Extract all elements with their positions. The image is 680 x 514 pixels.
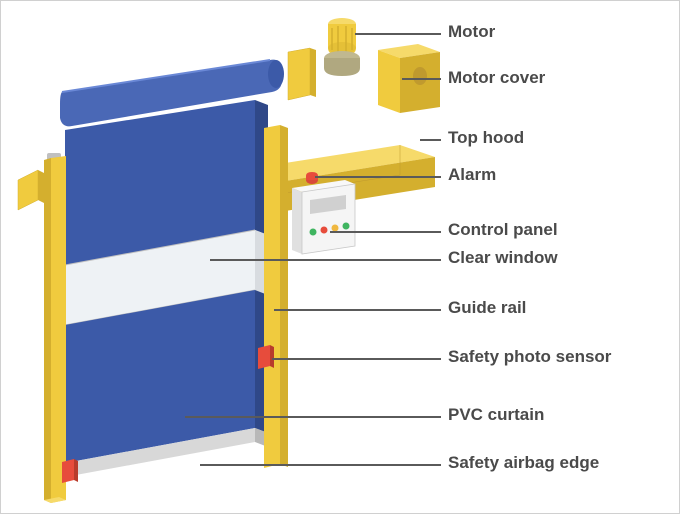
bracket-left xyxy=(18,170,44,210)
bracket-right-top xyxy=(288,48,316,100)
guide-rail-left xyxy=(44,156,66,503)
motor-icon xyxy=(324,18,360,76)
door-exploded-diagram xyxy=(0,0,680,514)
safety-photo-sensor-left xyxy=(62,459,78,483)
safety-photo-sensor-right xyxy=(258,345,274,369)
